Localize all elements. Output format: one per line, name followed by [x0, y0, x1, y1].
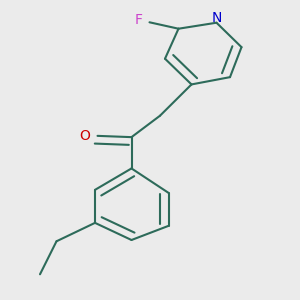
Text: N: N	[211, 11, 222, 26]
Text: F: F	[134, 13, 142, 27]
Text: O: O	[80, 129, 90, 143]
